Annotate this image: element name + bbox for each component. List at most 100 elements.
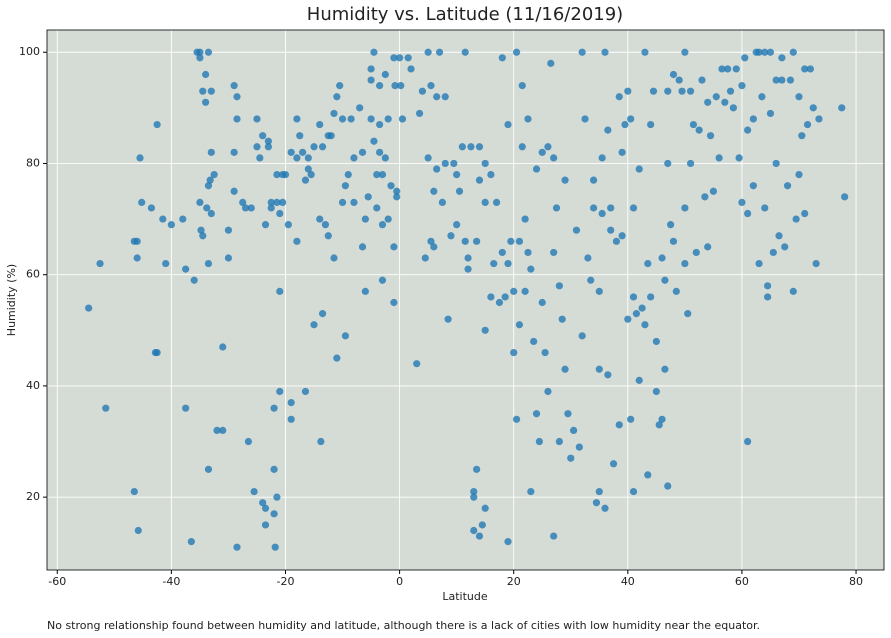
point bbox=[661, 276, 669, 284]
point bbox=[350, 154, 358, 162]
point bbox=[316, 120, 324, 129]
point bbox=[307, 170, 315, 179]
point bbox=[239, 198, 247, 206]
point bbox=[287, 399, 295, 407]
point bbox=[273, 198, 281, 206]
point bbox=[755, 48, 763, 56]
point bbox=[361, 215, 369, 223]
point bbox=[310, 143, 318, 151]
point bbox=[532, 165, 541, 173]
point bbox=[250, 487, 258, 496]
point bbox=[203, 204, 211, 212]
point bbox=[390, 243, 398, 251]
point bbox=[624, 87, 632, 95]
point bbox=[470, 487, 478, 496]
point bbox=[658, 415, 666, 423]
point bbox=[213, 426, 221, 435]
point bbox=[153, 120, 161, 129]
point bbox=[85, 304, 93, 312]
point bbox=[661, 365, 669, 373]
point bbox=[447, 232, 455, 240]
point bbox=[801, 65, 809, 73]
point bbox=[652, 337, 660, 346]
point bbox=[803, 120, 812, 129]
point bbox=[358, 148, 367, 156]
point bbox=[344, 170, 352, 179]
point bbox=[672, 287, 680, 295]
point bbox=[182, 265, 190, 273]
point bbox=[681, 204, 689, 212]
point bbox=[801, 209, 809, 218]
point bbox=[681, 48, 689, 56]
point bbox=[806, 65, 814, 73]
point bbox=[427, 82, 435, 90]
point bbox=[604, 126, 612, 134]
point bbox=[515, 237, 524, 245]
x-axis-label: Latitude bbox=[442, 590, 488, 603]
point bbox=[330, 254, 338, 262]
point bbox=[629, 204, 638, 212]
point bbox=[538, 148, 546, 156]
point bbox=[296, 132, 304, 140]
point bbox=[758, 93, 766, 101]
point bbox=[718, 65, 726, 73]
point bbox=[738, 82, 746, 90]
point bbox=[789, 287, 797, 295]
point bbox=[367, 76, 375, 84]
point bbox=[196, 54, 204, 62]
point bbox=[521, 215, 529, 223]
point bbox=[310, 321, 318, 329]
point bbox=[621, 120, 629, 129]
point bbox=[473, 465, 481, 473]
point bbox=[233, 93, 241, 101]
point bbox=[615, 421, 623, 429]
point bbox=[527, 265, 535, 273]
point bbox=[475, 532, 484, 540]
point bbox=[256, 154, 264, 162]
point bbox=[518, 82, 526, 90]
point bbox=[347, 115, 355, 123]
point bbox=[812, 259, 820, 268]
point bbox=[444, 315, 452, 323]
point bbox=[384, 215, 392, 223]
point bbox=[627, 415, 635, 423]
point bbox=[749, 182, 757, 190]
point bbox=[341, 182, 349, 190]
point bbox=[595, 487, 603, 496]
y-tick-label: 20 bbox=[26, 490, 40, 503]
point bbox=[795, 170, 803, 179]
point bbox=[701, 193, 709, 201]
point bbox=[595, 287, 603, 295]
point bbox=[555, 282, 563, 290]
point bbox=[378, 276, 387, 284]
point bbox=[487, 170, 495, 179]
point bbox=[301, 176, 310, 184]
point bbox=[270, 404, 278, 412]
point bbox=[433, 165, 441, 173]
point bbox=[618, 148, 626, 156]
point bbox=[786, 76, 795, 84]
point bbox=[376, 82, 384, 90]
point bbox=[772, 159, 780, 168]
plot-area bbox=[47, 30, 884, 570]
point bbox=[130, 487, 138, 496]
point bbox=[598, 154, 606, 162]
point bbox=[190, 276, 198, 284]
point bbox=[204, 259, 213, 268]
point bbox=[196, 198, 204, 206]
point bbox=[284, 221, 292, 229]
point bbox=[589, 176, 598, 184]
point bbox=[550, 532, 558, 540]
point bbox=[361, 287, 369, 295]
point bbox=[259, 132, 267, 140]
point bbox=[550, 248, 558, 257]
point bbox=[441, 93, 449, 101]
point bbox=[792, 215, 800, 223]
point bbox=[789, 48, 797, 56]
point bbox=[638, 304, 646, 312]
point bbox=[270, 510, 278, 518]
point bbox=[778, 54, 786, 62]
point bbox=[404, 54, 412, 62]
point bbox=[704, 243, 712, 251]
point bbox=[629, 487, 638, 496]
